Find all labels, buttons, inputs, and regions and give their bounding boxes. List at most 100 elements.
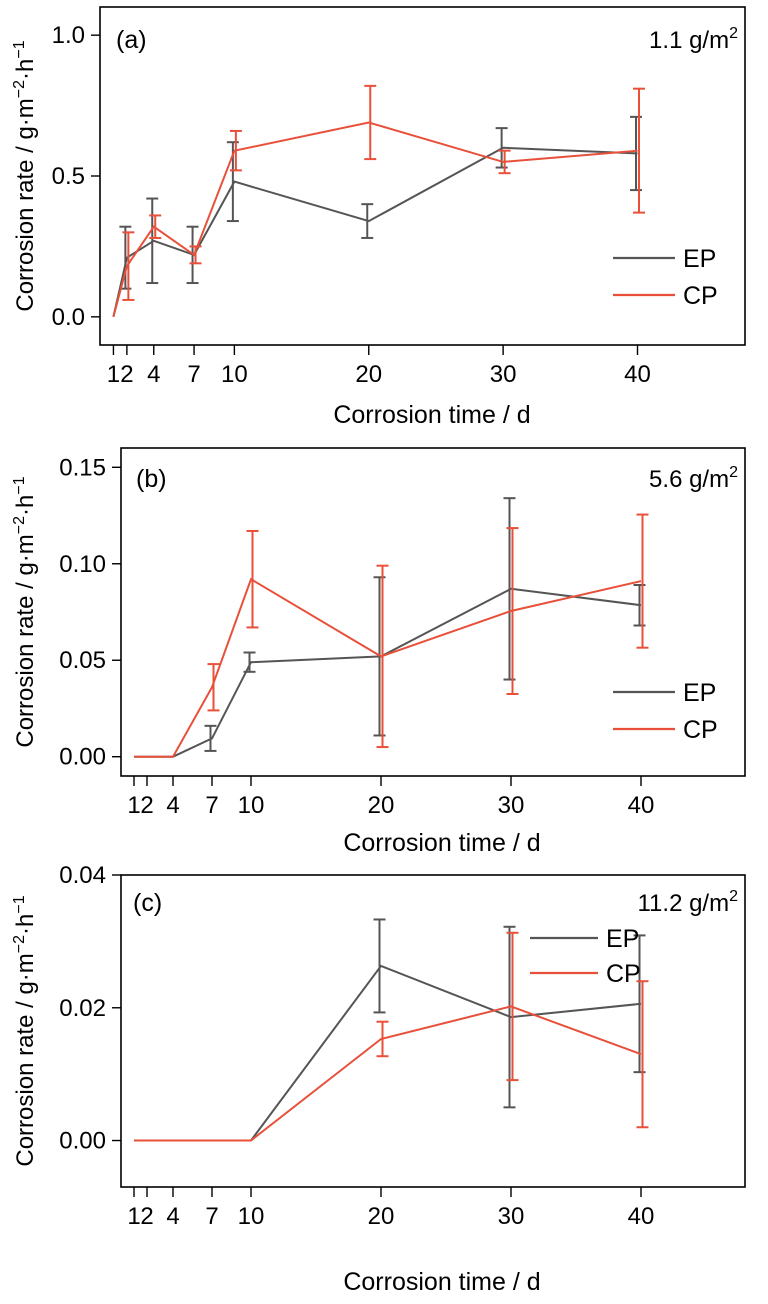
chart-panel-2: 1 2 4 7 10 20 30 40 0.00 0.05 0.10 0.15 (b) 5.6 g/m2 E… bbox=[11, 447, 746, 857]
error-bar-cp bbox=[636, 980, 649, 1129]
legend-label-cp: CP bbox=[606, 960, 641, 988]
x-tick-label: 10 bbox=[221, 361, 248, 388]
error-bar-cp bbox=[229, 129, 242, 172]
error-bar-cp bbox=[149, 214, 162, 239]
panel-label: (c) bbox=[133, 889, 162, 917]
series-line-ep bbox=[112, 146, 638, 318]
x-tick-label: 4 bbox=[166, 792, 179, 819]
mass-annotation: 1.1 g/m2 bbox=[649, 25, 738, 54]
x-tick-label: 30 bbox=[498, 1203, 525, 1230]
mass-annotation-sup: 2 bbox=[729, 464, 738, 481]
y-axis-label-main: Corrosion rate / g·m bbox=[12, 98, 39, 311]
mass-annotation: 5.6 g/m2 bbox=[649, 464, 738, 493]
legend: EP CP bbox=[613, 679, 718, 744]
x-tick-label: 1 bbox=[127, 792, 140, 819]
plot-frame bbox=[120, 447, 746, 777]
error-bar-cp bbox=[506, 527, 519, 695]
series-line-cp bbox=[134, 577, 642, 758]
legend-label-cp: CP bbox=[683, 282, 718, 310]
x-tick-label: 2 bbox=[120, 361, 133, 388]
x-tick-label: 4 bbox=[166, 1203, 179, 1230]
x-tick-label: 20 bbox=[355, 361, 382, 388]
y-tick-label: 0.05 bbox=[59, 647, 106, 674]
error-bar-cp bbox=[246, 529, 259, 629]
chart-panel-1: 1 2 4 7 10 20 30 400.00.51.0 (a) 1.1 g/m2EPCPCorr… bbox=[11, 6, 746, 429]
error-bar-cp bbox=[122, 231, 135, 301]
x-tick-label: 1 bbox=[107, 361, 120, 388]
series-line-cp bbox=[134, 1005, 642, 1142]
y-axis-label: Corrosion rate / g·m−2·h−1 bbox=[11, 40, 39, 311]
y-tick-label: 0.5 bbox=[52, 163, 85, 190]
plot-frame bbox=[120, 874, 746, 1188]
series-line-ep bbox=[134, 964, 642, 1142]
x-tick-label: 7 bbox=[205, 792, 218, 819]
x-axis-label: Corrosion time / d bbox=[333, 401, 530, 429]
panel-label: (a) bbox=[116, 26, 147, 54]
error-bar-cp bbox=[207, 663, 220, 712]
y-tick-label: 0.00 bbox=[59, 744, 106, 771]
y-axis-label-mid: ·h bbox=[12, 495, 39, 516]
error-bar-cp bbox=[506, 931, 519, 1082]
error-bar-cp bbox=[189, 245, 202, 265]
y-tick-label: 0.02 bbox=[59, 995, 106, 1022]
mass-annotation-sup: 2 bbox=[729, 888, 738, 905]
y-tick-label: 0.10 bbox=[59, 551, 106, 578]
x-axis-label: Corrosion time / d bbox=[343, 829, 540, 857]
y-tick-label: 1.0 bbox=[52, 22, 85, 49]
error-bar-cp bbox=[498, 149, 511, 175]
mass-annotation-sup: 2 bbox=[729, 25, 738, 42]
y-axis-label-main: Corrosion rate / g·m bbox=[12, 534, 39, 747]
x-tick-label: 7 bbox=[205, 1203, 218, 1230]
error-bar-cp bbox=[376, 564, 389, 749]
y-axis-label-mid: ·h bbox=[12, 914, 39, 935]
y-tick-label: 0.0 bbox=[52, 304, 85, 331]
y-axis-label: Corrosion rate / g·m−2·h−1 bbox=[11, 476, 39, 747]
y-tick-label: 0.00 bbox=[59, 1128, 106, 1155]
mass-annotation-base: 11.2 g/m bbox=[637, 890, 729, 917]
x-tick-label: 10 bbox=[238, 1203, 265, 1230]
x-tick-label: 7 bbox=[187, 361, 200, 388]
error-bar-cp bbox=[633, 87, 645, 214]
legend-label-ep: EP bbox=[606, 925, 639, 953]
legend-label-ep: EP bbox=[683, 245, 716, 273]
mass-annotation-base: 1.1 g/m bbox=[649, 27, 729, 54]
error-bar-ep bbox=[361, 203, 374, 239]
x-tick-label: 20 bbox=[368, 1203, 395, 1230]
x-tick-label: 30 bbox=[490, 361, 517, 388]
chart-panel-3: 1 2 4 7 10 20 30 400.000.020.04(c) 11.2 g/m2EPCP… bbox=[11, 862, 746, 1296]
error-bar-ep bbox=[204, 724, 217, 752]
y-axis-label-sup1: −2 bbox=[11, 80, 28, 98]
x-axis-label: Corrosion time / d bbox=[343, 1268, 540, 1296]
error-bar-cp bbox=[636, 513, 649, 649]
legend-label-cp: CP bbox=[683, 716, 718, 744]
error-bar-cp bbox=[376, 1020, 389, 1058]
mass-annotation: 11.2 g/m2 bbox=[637, 888, 738, 917]
legend: EP CP bbox=[613, 245, 718, 310]
y-axis-label-sup2: −1 bbox=[11, 40, 28, 58]
y-axis-label-main: Corrosion rate / g·m bbox=[12, 953, 39, 1166]
mass-annotation-base: 5.6 g/m bbox=[649, 466, 729, 493]
error-bar-ep bbox=[243, 651, 256, 673]
x-tick-label: 2 bbox=[140, 1203, 153, 1230]
y-axis-label: Corrosion rate / g·m−2·h−1 bbox=[11, 895, 39, 1166]
y-axis-label-sup1: −2 bbox=[11, 935, 28, 953]
x-tick-label: 20 bbox=[368, 792, 395, 819]
legend: EP CP bbox=[530, 925, 641, 988]
legend-label-ep: EP bbox=[683, 679, 716, 707]
x-tick-label: 10 bbox=[238, 792, 265, 819]
y-tick-label: 0.15 bbox=[59, 454, 106, 481]
x-tick-label: 40 bbox=[628, 792, 655, 819]
x-tick-label: 40 bbox=[628, 1203, 655, 1230]
y-axis-label-sup2: −1 bbox=[11, 895, 28, 913]
y-tick-label: 0.04 bbox=[59, 862, 106, 889]
x-tick-label: 40 bbox=[624, 361, 651, 388]
x-tick-label: 1 bbox=[127, 1203, 140, 1230]
x-tick-label: 30 bbox=[498, 792, 525, 819]
y-axis-label-sup1: −2 bbox=[11, 516, 28, 534]
panel-label: (b) bbox=[136, 465, 167, 493]
y-axis-label-mid: ·h bbox=[12, 59, 39, 80]
x-tick-label: 4 bbox=[147, 361, 160, 388]
error-bar-ep bbox=[373, 918, 386, 1014]
